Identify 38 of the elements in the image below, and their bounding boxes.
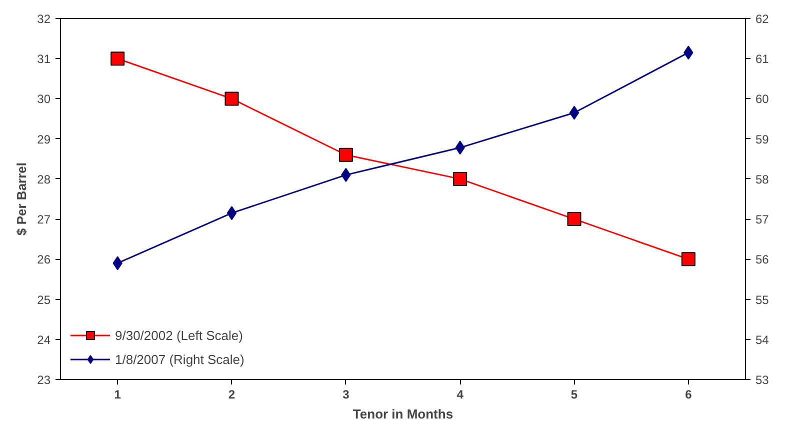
- point: [226, 206, 237, 220]
- x-tick-label: 4: [456, 388, 464, 402]
- y2-tick-label: 61: [756, 52, 770, 66]
- y-tick-label: 27: [37, 212, 51, 227]
- point: [567, 212, 582, 226]
- x-tick-label: 2: [228, 388, 236, 402]
- y-tick-label: 23: [37, 373, 51, 387]
- point: [569, 106, 580, 120]
- point: [110, 52, 125, 66]
- x-tick-label: 5: [570, 388, 578, 402]
- y2-tick-label: 59: [756, 132, 770, 146]
- y-tick-label: 31: [37, 52, 51, 66]
- point: [681, 252, 696, 266]
- y2-tick-label: 55: [756, 292, 770, 307]
- point: [224, 92, 239, 106]
- legend-label: 9/30/2002 (Left Scale): [115, 328, 243, 342]
- y2-tick-label: 60: [756, 92, 770, 106]
- point: [338, 148, 353, 162]
- legend-label: 1/8/2007 (Right Scale): [115, 352, 244, 366]
- y-tick-label: 30: [37, 92, 51, 106]
- x-tick-label: 6: [685, 388, 692, 402]
- y2-tick-label: 53: [756, 373, 770, 387]
- y-tick-label: 28: [37, 172, 51, 186]
- x-tick-label: 1: [114, 388, 122, 402]
- y-tick-label: 25: [37, 292, 51, 307]
- y-tick-label: 32: [37, 12, 51, 26]
- y2-tick-label: 56: [756, 252, 770, 267]
- point: [453, 172, 468, 186]
- x-axis-title: Tenor in Months: [352, 406, 454, 422]
- y2-tick-label: 54: [756, 332, 770, 347]
- y-tick-label: 24: [37, 332, 51, 347]
- y-tick-label: 26: [37, 252, 51, 267]
- x-tick-label: 3: [342, 388, 350, 402]
- y2-tick-label: 57: [756, 212, 770, 227]
- y2-tick-label: 62: [756, 12, 770, 26]
- y-axis-title: $ Per Barrel: [14, 162, 30, 236]
- y2-tick-label: 58: [756, 172, 770, 186]
- y-tick-label: 29: [37, 132, 51, 146]
